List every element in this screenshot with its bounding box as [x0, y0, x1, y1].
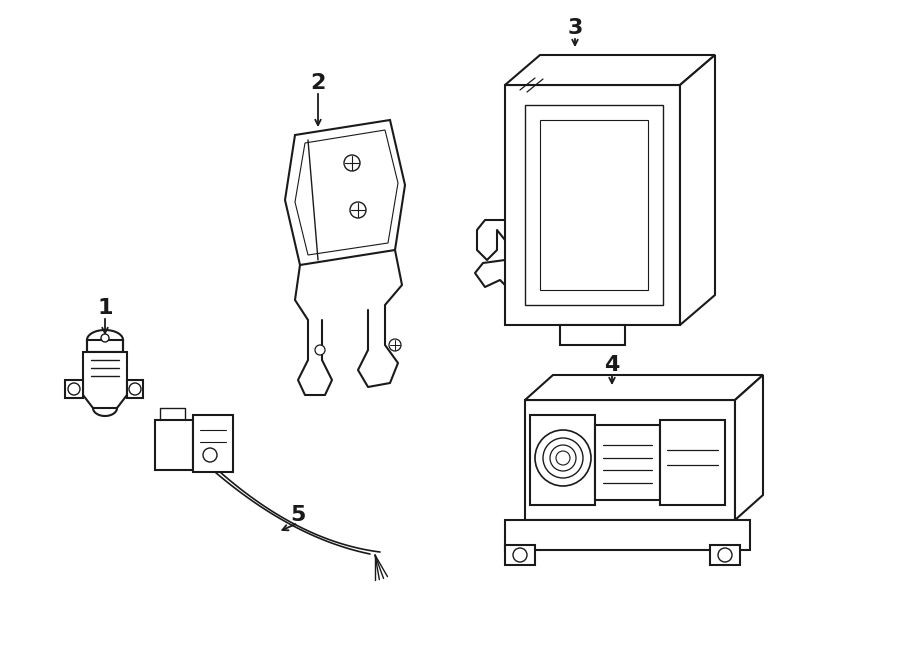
Text: 5: 5 — [291, 505, 306, 525]
Circle shape — [550, 445, 576, 471]
Polygon shape — [660, 420, 725, 505]
Polygon shape — [65, 380, 83, 398]
Circle shape — [513, 548, 527, 562]
Circle shape — [350, 202, 366, 218]
Circle shape — [68, 383, 80, 395]
Text: 2: 2 — [310, 73, 326, 93]
Polygon shape — [155, 420, 193, 470]
Polygon shape — [505, 545, 535, 565]
Circle shape — [543, 438, 583, 478]
Circle shape — [315, 345, 325, 355]
Polygon shape — [285, 120, 405, 265]
Polygon shape — [560, 325, 625, 345]
Polygon shape — [505, 55, 715, 85]
Polygon shape — [295, 130, 398, 255]
Polygon shape — [530, 415, 595, 505]
Polygon shape — [83, 352, 127, 408]
Circle shape — [556, 451, 570, 465]
Circle shape — [389, 339, 401, 351]
Circle shape — [344, 155, 360, 171]
Polygon shape — [525, 375, 763, 400]
Polygon shape — [505, 520, 750, 550]
Text: 1: 1 — [97, 298, 112, 318]
Polygon shape — [540, 120, 648, 290]
Polygon shape — [193, 415, 233, 472]
Polygon shape — [87, 340, 123, 352]
Polygon shape — [127, 380, 143, 398]
Circle shape — [203, 448, 217, 462]
Circle shape — [535, 430, 591, 486]
Polygon shape — [595, 425, 660, 500]
Polygon shape — [680, 55, 715, 325]
Text: 3: 3 — [567, 18, 582, 38]
Polygon shape — [525, 105, 663, 305]
Polygon shape — [525, 400, 735, 520]
Polygon shape — [505, 85, 680, 325]
Text: 4: 4 — [604, 355, 620, 375]
Circle shape — [129, 383, 141, 395]
Polygon shape — [735, 375, 763, 520]
Circle shape — [101, 334, 109, 342]
Polygon shape — [710, 545, 740, 565]
Circle shape — [718, 548, 732, 562]
